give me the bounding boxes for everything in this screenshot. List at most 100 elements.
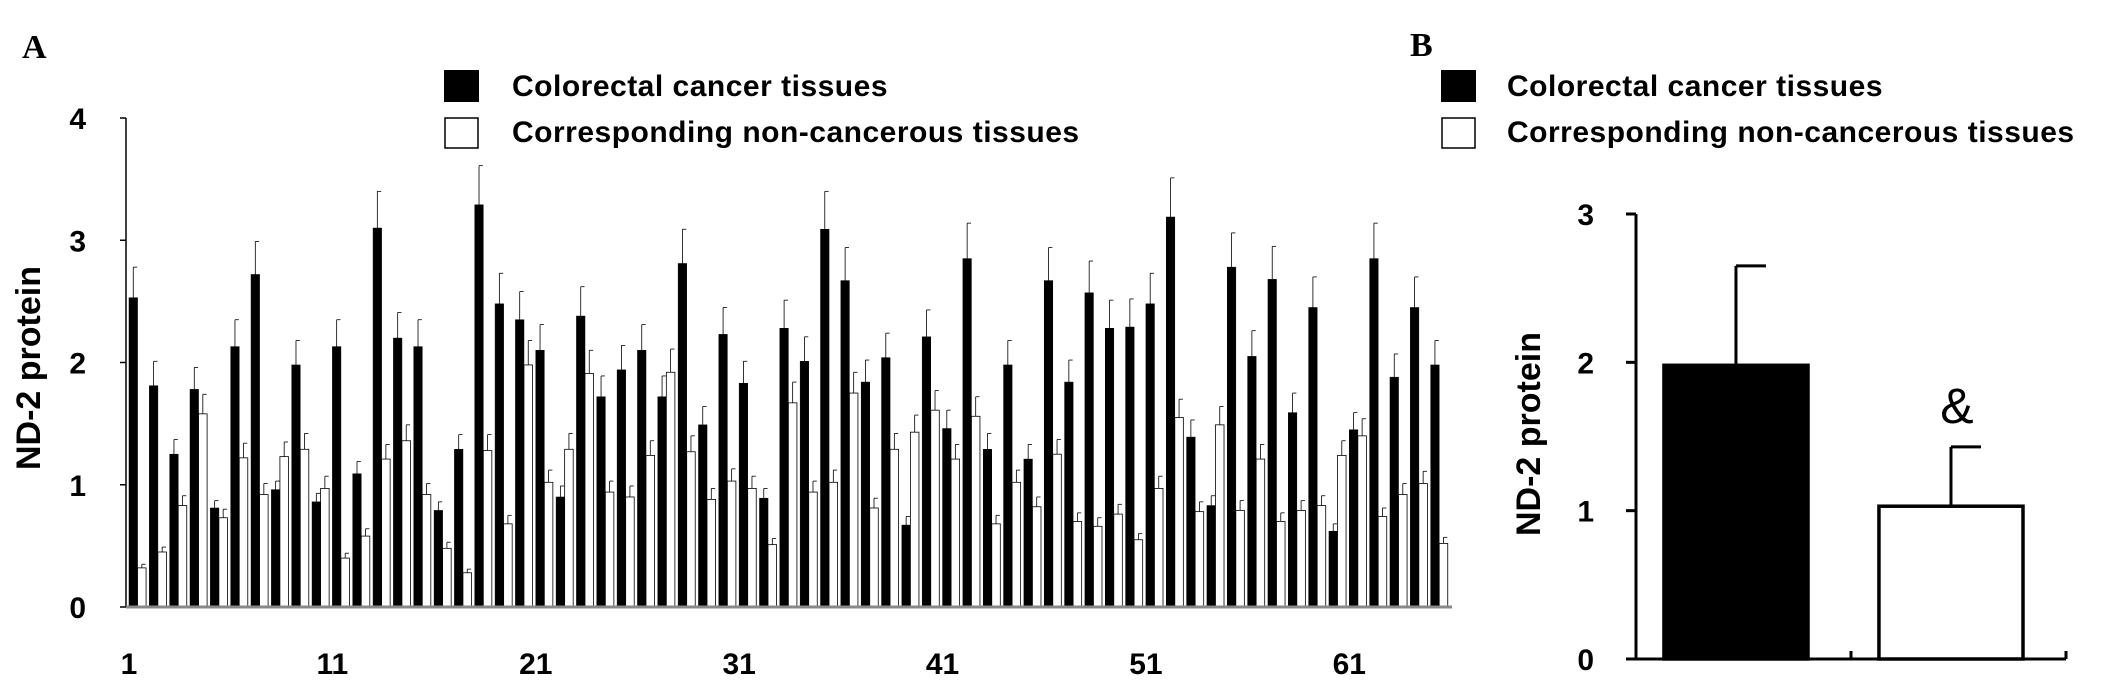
panel-a-legend: Colorectal cancer tissues Corresponding … bbox=[444, 70, 1080, 149]
bar-cancer bbox=[1043, 280, 1054, 608]
y-tick-label: 3 bbox=[1577, 199, 1594, 232]
x-tick-label: 61 bbox=[1333, 648, 1366, 681]
x-tick-label: 41 bbox=[926, 648, 959, 681]
bar-noncancer bbox=[1093, 525, 1103, 608]
x-tick-label: 31 bbox=[722, 648, 755, 681]
bar-cancer bbox=[189, 389, 199, 608]
bar-noncancer bbox=[1398, 494, 1408, 608]
bar-noncancer bbox=[1011, 481, 1022, 608]
legend-b-label-cancer: Colorectal cancer tissues bbox=[1507, 70, 1883, 103]
bar-noncancer bbox=[462, 572, 472, 608]
bar-noncancer bbox=[787, 402, 798, 608]
bar-noncancer bbox=[604, 491, 615, 608]
bar-cancer bbox=[576, 315, 586, 608]
bar-cancer bbox=[1145, 303, 1155, 608]
bar-cancer bbox=[250, 274, 260, 608]
legend-b-label-noncancer: Corresponding non-cancerous tissues bbox=[1507, 116, 2075, 149]
bar-noncancer bbox=[482, 450, 493, 608]
bar-cancer bbox=[1084, 292, 1094, 608]
bar-noncancer bbox=[828, 481, 838, 608]
panel-b-letter: B bbox=[1410, 27, 1433, 64]
bar-noncancer bbox=[1174, 417, 1184, 608]
bar-noncancer bbox=[1032, 506, 1042, 608]
bar-noncancer bbox=[340, 557, 350, 608]
bar-cancer bbox=[942, 428, 952, 608]
bar-cancer bbox=[596, 396, 606, 608]
bar-noncancer bbox=[625, 496, 635, 608]
bar-cancer bbox=[718, 334, 728, 608]
bar-cancer bbox=[169, 453, 179, 608]
bar-cancer bbox=[616, 369, 626, 608]
bar-cancer bbox=[1003, 364, 1013, 608]
bar-noncancer bbox=[869, 507, 879, 608]
bar-cancer bbox=[1125, 326, 1135, 608]
bar-cancer bbox=[1308, 307, 1318, 608]
bar-noncancer bbox=[910, 431, 920, 608]
bar-cancer bbox=[1662, 363, 1810, 661]
bar-noncancer bbox=[930, 409, 940, 608]
bar-cancer bbox=[271, 489, 281, 608]
bar-cancer bbox=[433, 510, 443, 608]
bar-noncancer bbox=[1215, 424, 1225, 608]
bar-cancer bbox=[881, 357, 891, 608]
panel-b-ylabel: ND-2 protein bbox=[1510, 332, 1548, 536]
bar-noncancer bbox=[686, 451, 696, 608]
y-tick-label: 1 bbox=[69, 470, 86, 503]
bar-cancer bbox=[820, 228, 830, 608]
panel-a-axes bbox=[125, 118, 1452, 609]
panel-b-axes bbox=[1634, 214, 2068, 661]
legend-b-swatch-cancer bbox=[1441, 70, 1476, 102]
bar-noncancer bbox=[1113, 513, 1123, 608]
legend-a-label-noncancer: Corresponding non-cancerous tissues bbox=[512, 116, 1080, 149]
legend-a-swatch-noncancer bbox=[444, 117, 479, 149]
bar-cancer bbox=[454, 449, 464, 608]
bar-noncancer bbox=[503, 523, 513, 608]
bar-cancer bbox=[413, 346, 423, 608]
bar-cancer bbox=[677, 263, 687, 608]
bar-cancer bbox=[799, 361, 809, 608]
x-tick-label: 21 bbox=[519, 648, 552, 681]
panel-a-y-ticks: 0 1 2 3 4 bbox=[69, 103, 126, 625]
bar-noncancer bbox=[1276, 521, 1286, 608]
bar-cancer bbox=[1104, 328, 1115, 608]
bar-cancer bbox=[474, 204, 484, 608]
bar-noncancer bbox=[584, 373, 594, 608]
significance-annotation: & bbox=[1940, 378, 1973, 434]
bar-cancer bbox=[1227, 266, 1237, 608]
bar-cancer bbox=[555, 496, 565, 608]
y-tick-label: 3 bbox=[69, 225, 86, 258]
bar-cancer bbox=[657, 396, 667, 608]
bar-noncancer bbox=[381, 458, 391, 608]
bar-noncancer bbox=[442, 547, 452, 608]
y-tick-label: 0 bbox=[1577, 644, 1594, 677]
bar-noncancer bbox=[157, 551, 167, 608]
legend-b-swatch-noncancer bbox=[1441, 117, 1476, 149]
bar-cancer bbox=[637, 350, 647, 608]
bar-cancer bbox=[352, 473, 362, 608]
panel-b-y-ticks: 0 1 2 3 bbox=[1577, 199, 1636, 677]
bar-noncancer bbox=[218, 517, 228, 608]
bar-cancer bbox=[901, 524, 911, 608]
bar-noncancer bbox=[1296, 510, 1306, 608]
bar-noncancer bbox=[1072, 521, 1083, 608]
bar-noncancer bbox=[889, 448, 900, 608]
bar-cancer bbox=[128, 297, 138, 608]
bar-noncancer bbox=[320, 488, 330, 608]
bar-noncancer bbox=[1052, 453, 1062, 608]
x-tick-label: 11 bbox=[317, 648, 349, 681]
bar-noncancer bbox=[665, 371, 676, 608]
bar-noncancer bbox=[808, 491, 818, 608]
bar-cancer bbox=[1166, 216, 1176, 608]
bar-cancer bbox=[962, 258, 972, 608]
bar-cancer bbox=[372, 227, 382, 608]
bar-cancer bbox=[1064, 381, 1074, 608]
bar-cancer bbox=[535, 350, 545, 608]
x-tick-label: 1 bbox=[121, 648, 138, 681]
bar-noncancer bbox=[1337, 455, 1347, 608]
y-tick-label: 2 bbox=[69, 348, 86, 381]
legend-a-label-cancer: Colorectal cancer tissues bbox=[512, 70, 888, 103]
y-tick-label: 2 bbox=[1577, 347, 1594, 380]
panel-b-legend: Colorectal cancer tissues Corresponding … bbox=[1441, 70, 2075, 149]
panel-a-bars bbox=[128, 165, 1449, 608]
